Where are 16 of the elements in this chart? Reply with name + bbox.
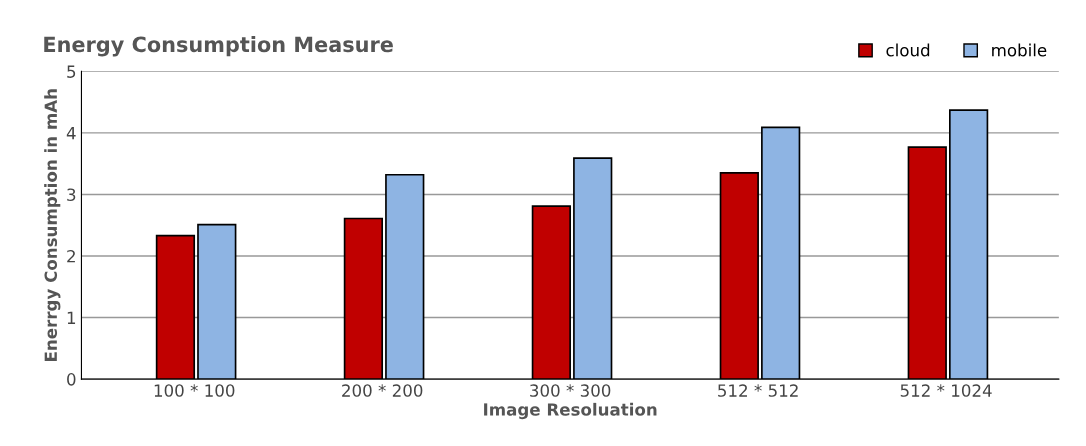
legend-label: cloud [886,43,930,57]
y-tick-label: 5 [67,65,76,78]
x-tick-label: 512 * 1024 [900,384,992,397]
x-tick-label: 512 * 512 [718,384,798,397]
x-axis-title: Image Resoluation [484,402,657,420]
y-tick-label: 1 [67,311,76,324]
y-tick-label: 2 [67,249,75,263]
y-axis-title: Enerrgy Consumption in mAh [44,89,61,361]
y-tick-label: 3 [67,188,76,202]
y-tick-label: 4 [66,127,76,140]
x-tick-label: 200 * 200 [342,384,423,397]
x-tick-label: 100 * 100 [154,384,235,397]
y-tick-label: 0 [67,373,76,386]
chart-title: Energy Consumption Measure [44,36,393,57]
legend-label: mobile [992,43,1047,57]
x-tick-label: 300 * 300 [530,384,611,397]
